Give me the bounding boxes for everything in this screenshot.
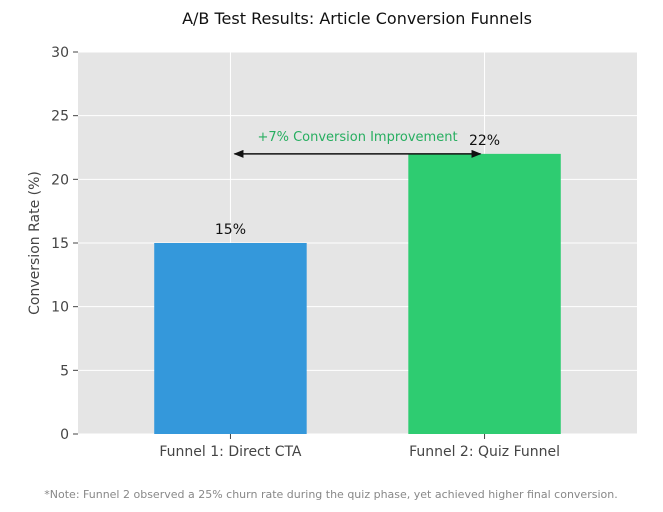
bar — [408, 153, 561, 434]
annotation: +7% Conversion Improvement — [233, 130, 482, 158]
bar-value-label: 22% — [469, 133, 500, 149]
chart-title: A/B Test Results: Article Conversion Fun… — [182, 9, 532, 28]
y-tick-label: 15 — [51, 236, 69, 252]
x-tick-label: Funnel 1: Direct CTA — [159, 444, 302, 460]
y-axis: 0 5 10 15 20 25 30 — [51, 45, 78, 443]
improvement-annotation: +7% Conversion Improvement — [257, 130, 457, 145]
y-tick-label: 25 — [51, 109, 69, 125]
y-tick-label: 10 — [51, 300, 69, 316]
y-tick-label: 20 — [51, 172, 69, 188]
bars: 15% 22% — [154, 133, 561, 434]
y-axis-label: Conversion Rate (%) — [27, 171, 43, 315]
y-tick-label: 5 — [60, 363, 69, 379]
bar-value-label: 15% — [215, 222, 246, 238]
y-tick-label: 0 — [60, 427, 69, 443]
footnote: *Note: Funnel 2 observed a 25% churn rat… — [44, 488, 617, 501]
bar — [154, 243, 307, 434]
x-tick-label: Funnel 2: Quiz Funnel — [409, 444, 560, 460]
y-tick-label: 30 — [51, 45, 69, 61]
x-axis: Funnel 1: Direct CTA Funnel 2: Quiz Funne… — [159, 434, 560, 460]
